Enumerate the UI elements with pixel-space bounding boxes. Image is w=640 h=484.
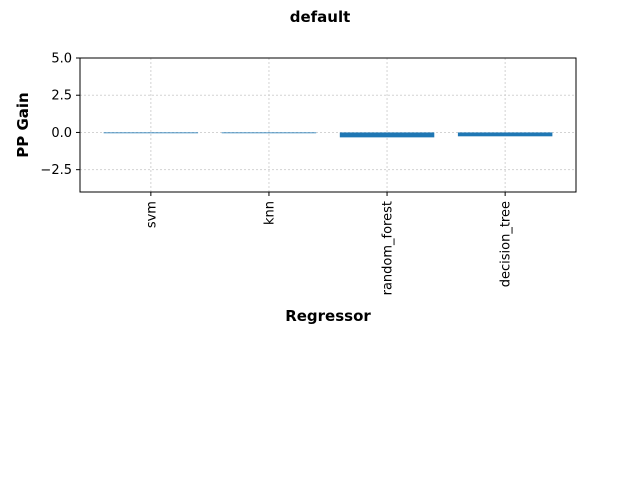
chart-title: default	[290, 8, 351, 26]
bars	[103, 132, 553, 138]
bar-knn	[221, 132, 317, 134]
y-tick-label: 2.5	[51, 89, 72, 104]
x-tick-label: knn	[262, 201, 277, 225]
grid	[80, 57, 576, 192]
bar-random-forest	[339, 132, 435, 138]
x-tick-label: svm	[144, 201, 159, 228]
y-tick-label: 0.0	[51, 126, 72, 141]
y-axis-ticks: −2.5 0.0 2.5 5.0	[40, 52, 80, 178]
x-tick-label: decision_tree	[499, 201, 514, 287]
y-tick-label: 5.0	[51, 52, 72, 67]
bar-decision-tree	[457, 132, 553, 137]
y-tick-label: −2.5	[40, 163, 72, 178]
x-axis-ticks: svm knn random_forest decision_tree	[144, 192, 514, 295]
x-axis-label: Regressor	[285, 307, 371, 325]
bar-svm	[103, 132, 199, 134]
x-tick-label: random_forest	[381, 201, 396, 295]
y-axis-label: PP Gain	[14, 92, 32, 157]
plot-frame	[79, 57, 577, 193]
